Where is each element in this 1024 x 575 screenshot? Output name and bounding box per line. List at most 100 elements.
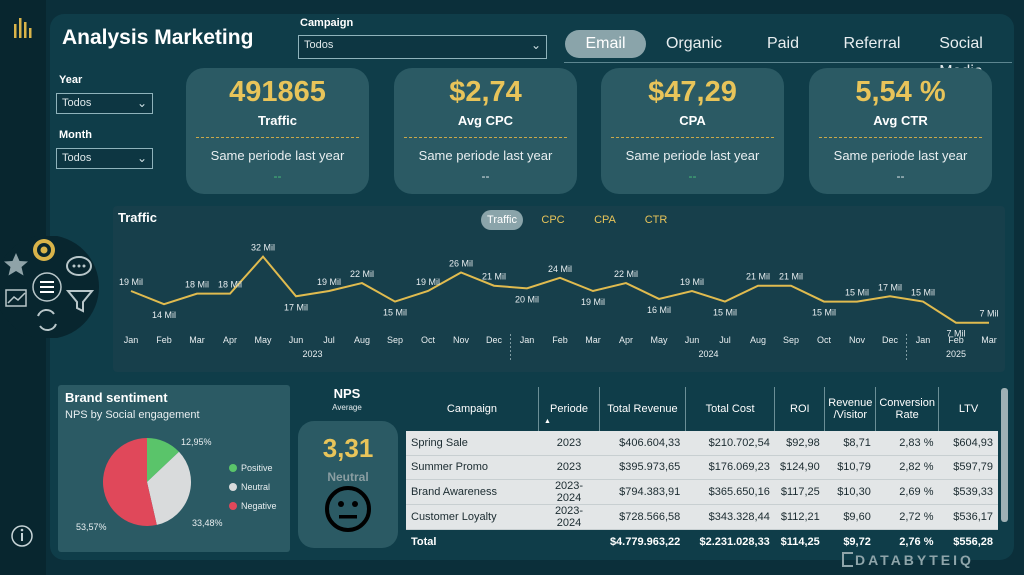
total-cell: $2.231.028,33 [685,529,775,555]
data-label: 17 Mil [284,302,308,312]
table-row[interactable]: Brand Awareness 2023-2024 $794.383,91 $365.… [406,479,998,505]
kpi-divider [611,137,774,138]
pie-slice-positive[interactable] [147,438,179,482]
header-total-revenue[interactable]: Total Revenue [599,387,686,431]
target-icon[interactable] [33,239,55,261]
table-cell: $210.702,54 [685,431,775,456]
year-label: Year [59,74,83,86]
month-value: Todos [62,152,92,164]
table-scrollbar[interactable] [1001,388,1008,522]
pie-slice-neutral[interactable] [147,451,191,525]
table-row[interactable]: Customer Loyalty 2023-2024 $728.566,58 $343… [406,504,998,530]
logo-mark-icon [842,552,853,567]
header-revenue-visitor[interactable]: Revenue /Visitor [824,387,877,431]
data-label: 20 Mil [515,294,539,304]
x-tick-label: Dec [882,335,899,345]
year-value: Todos [62,97,92,109]
x-tick-label: Feb [156,335,172,345]
total-cell: $114,25 [774,529,825,555]
data-label: 15 Mil [911,288,935,298]
month-dropdown[interactable]: Todos ⌄ [56,148,153,169]
kpi-compare: Same periode last year [210,148,345,163]
data-label: 32 Mil [251,243,275,253]
table-cell: Customer Loyalty [406,504,539,530]
header-ltv[interactable]: LTV [938,387,998,431]
campaign-label: Campaign [300,17,354,29]
year-label: 2025 [946,349,966,359]
kpi-delta: -- [688,169,697,183]
info-icon[interactable] [11,525,33,547]
table-cell: 2,72 % [875,504,939,530]
table-row[interactable]: Spring Sale 2023 $406.604,33 $210.702,54 $92… [406,431,998,456]
chart-tab-ctr[interactable]: CTR [644,214,668,226]
year-label: 2023 [302,349,322,359]
kpi-value: 491865 [229,76,326,108]
header-campaign[interactable]: Campaign [406,387,539,431]
x-tick-label: Apr [223,335,237,345]
brand-title: Brand sentiment [65,390,168,405]
total-cell [538,529,600,555]
x-tick-label: Nov [849,335,866,345]
table-cell: 2023 [538,455,600,480]
campaign-dropdown[interactable]: Todos ⌄ [298,35,547,59]
header-conversion-rate[interactable]: Conversion Rate [875,387,939,431]
table-cell: $10,79 [824,455,876,480]
tabs-divider [564,62,1012,63]
x-tick-label: Nov [453,335,470,345]
table-cell: $9,60 [824,504,876,530]
kpi-divider [196,137,359,138]
refresh-icon[interactable] [37,309,57,331]
legend-marker [229,502,237,510]
traffic-line-chart: 19 Mil Jan 14 Mil Feb 18 Mil Mar 18 Mil Apr 32 M… [119,243,999,360]
table-cell: $176.069,23 [685,455,775,480]
menu-icon[interactable] [32,272,62,302]
nps-card: 3,31 Neutral [298,421,398,548]
trend-chart-icon[interactable] [5,289,27,307]
tab-paid[interactable]: Paid [766,35,800,52]
kpi-delta: -- [481,169,490,183]
bar-chart-icon[interactable] [14,18,32,38]
legend-label[interactable]: Neutral [241,482,270,492]
x-tick-label: Sep [387,335,403,345]
tab-organic[interactable]: Organic [665,35,723,52]
total-cell: $4.779.963,22 [599,529,686,555]
chart-tab-traffic[interactable]: Traffic [481,210,523,230]
table-cell: 2023 [538,431,600,456]
data-label: 22 Mil [350,269,374,279]
month-label: Month [59,129,92,141]
tab-referral[interactable]: Referral [843,35,901,52]
sidebar-icons [11,18,33,547]
traffic-line [130,255,989,324]
star-icon[interactable] [4,253,28,276]
legend-marker [229,464,237,472]
year-dropdown[interactable]: Todos ⌄ [56,93,153,114]
chart-tab-cpc[interactable]: CPC [541,214,565,226]
legend-label[interactable]: Positive [241,463,273,473]
table-cell: 2023-2024 [538,504,600,530]
header-total-cost[interactable]: Total Cost [685,387,776,431]
table-cell: Brand Awareness [406,479,539,505]
pie-slice-negative[interactable] [103,438,157,526]
x-tick-label: Aug [750,335,766,345]
chevron-down-icon: ⌄ [530,38,541,52]
table-cell: 2,69 % [875,479,939,505]
table-cell: 2023-2024 [538,479,600,505]
tab-email[interactable]: Email [565,30,646,58]
x-tick-label: Mar [189,335,205,345]
data-label: 26 Mil [449,259,473,269]
table-cell: $794.383,91 [599,479,686,505]
kpi-divider [819,137,982,138]
table-row[interactable]: Summer Promo 2023 $395.973,65 $176.069,23 $1… [406,455,998,480]
tab-social-media[interactable]: Social Media [939,35,983,80]
comment-icon[interactable] [66,256,92,276]
chart-tab-cpa[interactable]: CPA [594,214,616,226]
header-roi[interactable]: ROI [774,387,826,431]
kpi-name: Avg CPC [457,113,514,128]
x-tick-label: May [650,335,668,345]
legend-label[interactable]: Negative [241,501,277,511]
header-periode[interactable]: Periode ▲ [538,387,601,431]
sort-asc-icon: ▲ [543,418,551,425]
filter-icon[interactable] [65,290,95,313]
kpi-name: Avg CTR [873,113,928,128]
pie-data-label: 12,95% [181,437,212,447]
